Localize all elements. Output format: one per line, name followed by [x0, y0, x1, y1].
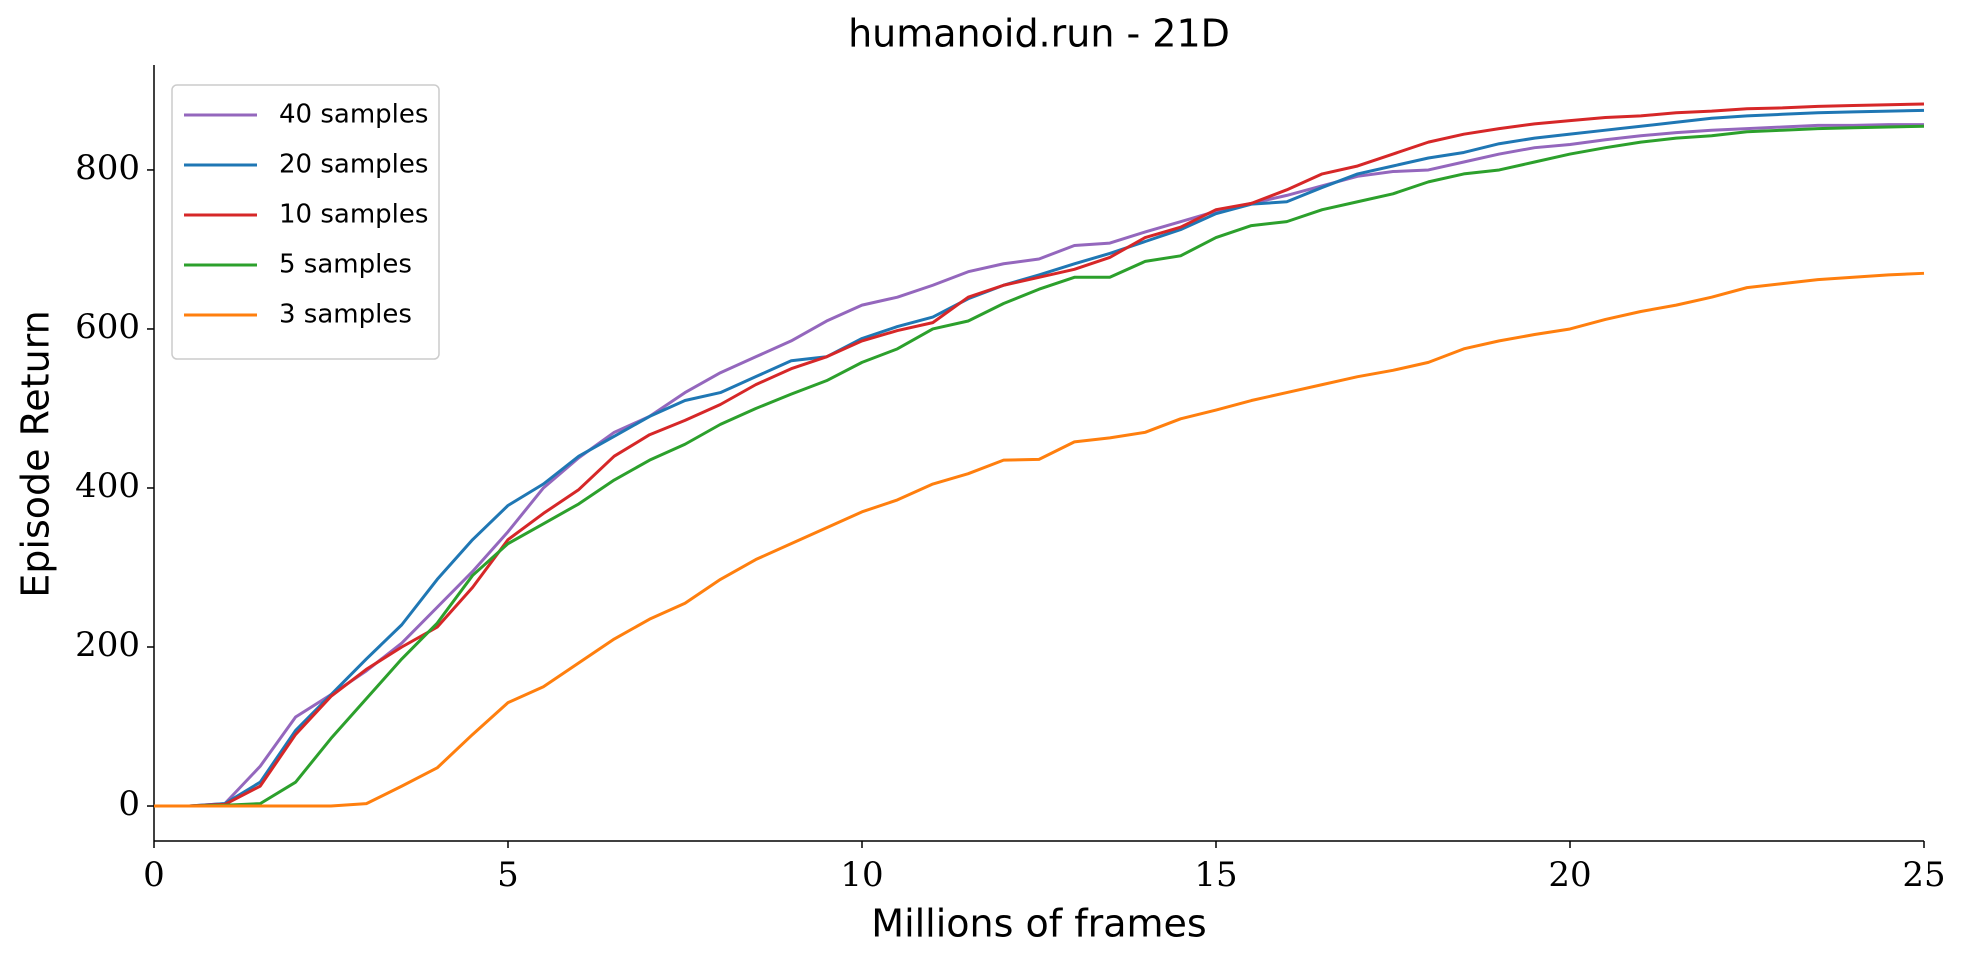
y-tick-label: 400: [75, 466, 140, 506]
series-line: [154, 108, 1925, 808]
series-line: [154, 123, 1924, 808]
x-tick-label: 10: [840, 855, 883, 895]
y-axis-label: Episode Return: [14, 310, 58, 597]
x-tick-label: 20: [1548, 855, 1591, 895]
chart-title: humanoid.run - 21D: [848, 12, 1230, 56]
legend-box: [171, 84, 440, 360]
x-tick-label: 5: [497, 855, 519, 895]
series-line: [154, 124, 1925, 808]
y-tick-label: 600: [75, 307, 140, 347]
legend-label: 10 samples: [279, 200, 428, 230]
x-tick-label: 15: [1194, 855, 1237, 895]
x-tick-label: 0: [143, 855, 165, 895]
y-tick-label: 0: [118, 784, 140, 824]
legend-label: 40 samples: [279, 100, 428, 130]
legend-label: 20 samples: [279, 150, 428, 180]
series-line: [154, 271, 1925, 808]
legend-label: 3 samples: [279, 300, 412, 330]
y-tick-label: 200: [75, 625, 140, 665]
x-tick-label: 25: [1902, 855, 1945, 895]
legend-label: 5 samples: [279, 250, 412, 280]
series-line: [154, 102, 1925, 808]
x-axis-label: Millions of frames: [871, 902, 1206, 946]
y-tick-label: 800: [75, 148, 140, 188]
